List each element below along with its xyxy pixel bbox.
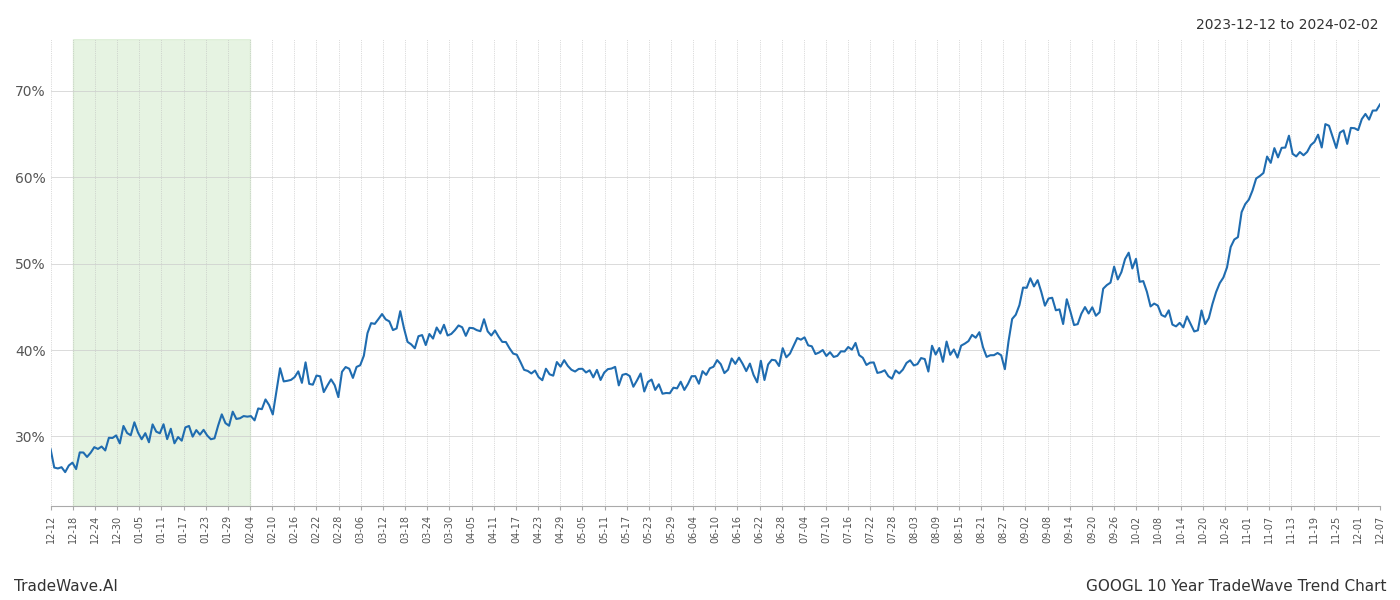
Text: GOOGL 10 Year TradeWave Trend Chart: GOOGL 10 Year TradeWave Trend Chart bbox=[1085, 579, 1386, 594]
Text: 2023-12-12 to 2024-02-02: 2023-12-12 to 2024-02-02 bbox=[1197, 18, 1379, 32]
Text: TradeWave.AI: TradeWave.AI bbox=[14, 579, 118, 594]
Bar bbox=[73, 39, 251, 506]
